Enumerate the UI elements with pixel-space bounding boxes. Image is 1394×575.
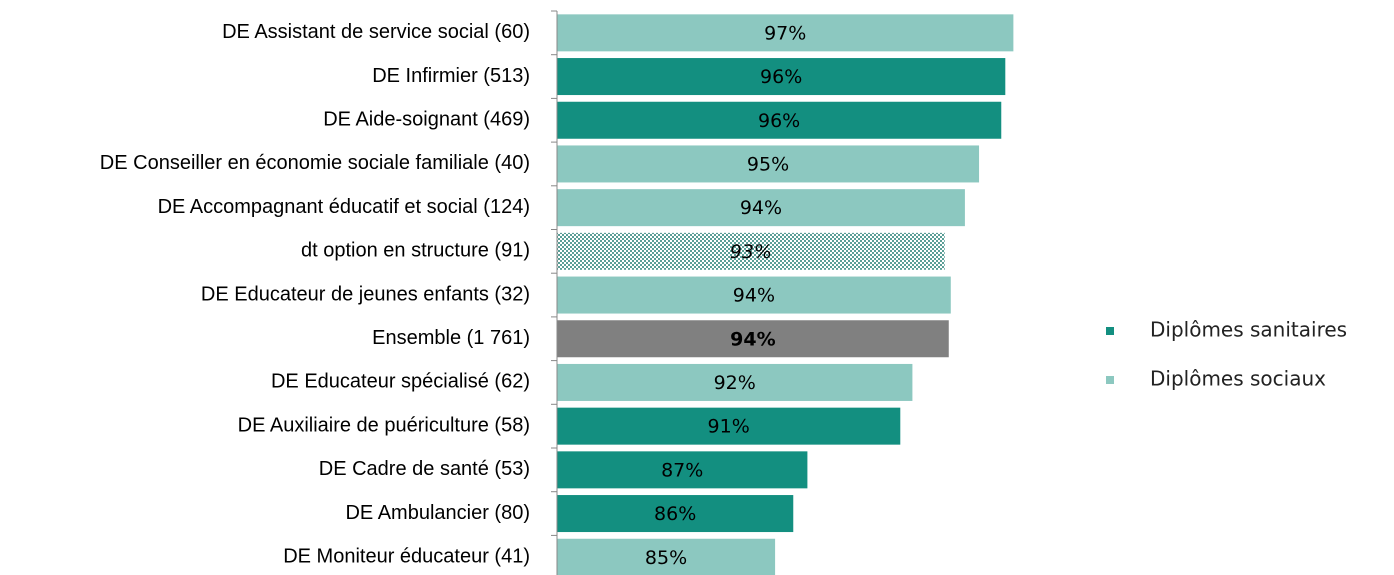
bar — [557, 189, 965, 227]
bar — [557, 145, 980, 183]
category-label: DE Accompagnant éducatif et social (124) — [158, 196, 530, 218]
value-label: 94% — [733, 285, 775, 307]
value-label: 95% — [747, 153, 789, 175]
bar — [557, 320, 949, 358]
value-label: 94% — [740, 197, 782, 219]
category-label: DE Educateur de jeunes enfants (32) — [201, 283, 530, 305]
bar — [557, 451, 808, 489]
legend-marker — [1106, 376, 1114, 384]
value-label: 92% — [714, 372, 756, 394]
category-label: DE Assistant de service social (60) — [222, 21, 530, 43]
legend-label: Diplômes sanitaires — [1150, 318, 1347, 342]
value-label: 96% — [760, 66, 802, 88]
bar — [557, 495, 794, 533]
bar — [557, 101, 1002, 139]
category-label: DE Conseiller en économie sociale famili… — [100, 152, 530, 174]
category-label: DE Cadre de santé (53) — [319, 458, 530, 480]
value-label: 94% — [730, 328, 775, 350]
bar — [557, 14, 1014, 52]
category-label: DE Educateur spécialisé (62) — [271, 371, 530, 393]
category-label: DE Ambulancier (80) — [345, 502, 530, 524]
value-label: 93% — [730, 241, 772, 263]
bar — [557, 363, 913, 401]
value-label: 86% — [654, 503, 696, 525]
category-label: DE Infirmier (513) — [372, 65, 530, 87]
bar — [557, 538, 776, 575]
value-label: 96% — [758, 110, 800, 132]
value-label: 87% — [661, 459, 703, 481]
bar — [557, 276, 951, 314]
bar — [557, 58, 1006, 96]
bar — [557, 232, 945, 270]
category-label: DE Aide-soignant (469) — [323, 109, 530, 131]
value-label: 85% — [645, 547, 687, 569]
category-label: dt option en structure (91) — [301, 240, 530, 262]
category-label: DE Moniteur éducateur (41) — [283, 546, 530, 568]
legend-marker — [1106, 327, 1114, 335]
value-label: 91% — [708, 416, 750, 438]
bar — [557, 407, 901, 445]
category-label: DE Auxiliaire de puériculture (58) — [238, 414, 530, 436]
category-label: Ensemble (1 761) — [372, 327, 530, 349]
legend-label: Diplômes sociaux — [1150, 367, 1326, 391]
value-label: 97% — [764, 22, 806, 44]
